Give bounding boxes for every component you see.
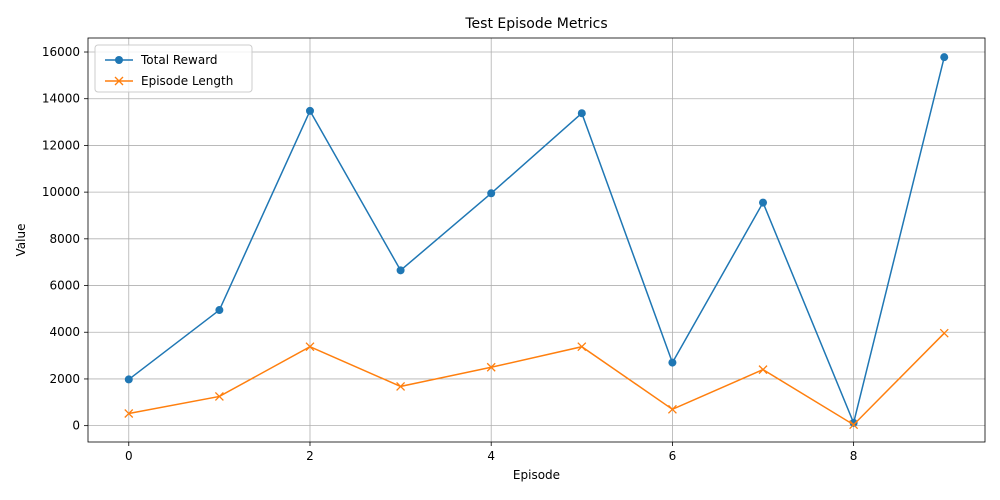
plot-frame: [87, 37, 986, 443]
data-point: [124, 375, 133, 384]
data-point: [667, 404, 677, 414]
legend-marker: [115, 56, 123, 64]
series-total-reward: [124, 53, 949, 427]
chart-title: Test Episode Metrics: [464, 16, 607, 32]
data-point: [396, 381, 406, 391]
marker-stroke: [939, 328, 949, 338]
data-point: [396, 266, 405, 275]
x-tick-label: 6: [669, 449, 677, 463]
x-tick-label: 8: [850, 449, 858, 463]
legend-label: Total Reward: [140, 53, 218, 67]
y-tick-label: 16000: [42, 45, 80, 59]
y-tick-label: 12000: [42, 138, 80, 152]
marker-stroke: [849, 420, 859, 430]
x-axis-label: Episode: [513, 468, 560, 482]
data-point: [214, 392, 224, 401]
y-tick-label: 0: [72, 419, 80, 433]
marker-stroke: [577, 342, 587, 352]
data-point: [668, 358, 677, 367]
series-episode-length: [124, 328, 949, 430]
series-line: [128, 332, 945, 426]
marker-stroke: [305, 342, 315, 352]
y-tick-label: 2000: [49, 372, 80, 386]
data-point: [486, 362, 496, 372]
data-point: [849, 418, 858, 427]
data-point: [305, 342, 315, 352]
data-point: [759, 198, 768, 207]
y-tick-label: 8000: [49, 232, 80, 246]
data-point: [124, 409, 134, 418]
legend-item: Episode Length: [105, 74, 233, 88]
x-tick-label: 0: [125, 449, 133, 463]
data-point: [940, 53, 949, 62]
data-point: [215, 306, 224, 315]
data-point: [487, 189, 496, 198]
x-tick-label: 2: [306, 449, 314, 463]
y-tick-label: 6000: [49, 279, 80, 293]
y-tick-label: 4000: [49, 325, 80, 339]
data-point: [849, 420, 859, 430]
marker-stroke: [758, 365, 768, 375]
data-point: [305, 106, 314, 115]
data-point: [577, 109, 586, 118]
marker-stroke: [214, 392, 224, 401]
legend-box: [94, 44, 253, 93]
series-layer: [124, 53, 949, 430]
marker-stroke: [486, 362, 496, 372]
marker-stroke: [396, 381, 406, 391]
series-line: [128, 56, 945, 426]
data-point: [577, 342, 587, 352]
data-point: [939, 328, 949, 338]
legend-item: Total Reward: [105, 53, 218, 67]
legend-marker: [114, 76, 124, 86]
marker-stroke: [667, 404, 677, 414]
data-point: [758, 365, 768, 375]
y-tick-label: 10000: [42, 185, 80, 199]
y-axis-label: Value: [14, 224, 28, 257]
marker-stroke: [124, 409, 134, 418]
legend: Total Reward Episode Length: [94, 44, 253, 93]
y-tick-label: 14000: [42, 92, 80, 106]
ticks: 0 2 4 6 8 0 2000 4000 6000 8000 10000 12000 14000 160…: [42, 45, 858, 463]
x-tick-label: 4: [487, 449, 495, 463]
legend-label: Episode Length: [141, 74, 233, 88]
